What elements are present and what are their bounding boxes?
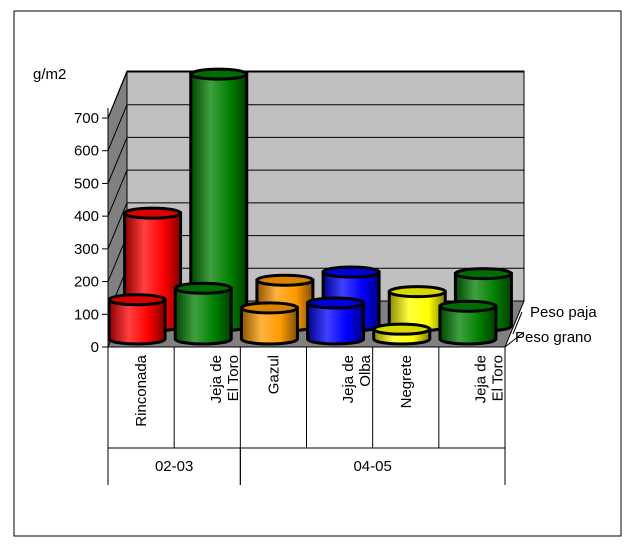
bar-peso-paja-top [453, 267, 513, 281]
bar-peso-grano [438, 299, 498, 346]
bar-peso-paja-top [387, 285, 447, 299]
y-tick-label: 700 [74, 110, 99, 127]
grid-line-side [107, 169, 128, 217]
grid-line-side [107, 104, 128, 151]
bar-peso-grano-top [306, 296, 366, 310]
legend-leader-line [512, 311, 523, 335]
bar-peso-grano-body [173, 286, 233, 346]
x-tick-label: Jeja deEl Toro [472, 355, 506, 403]
grid-line-side [107, 71, 128, 119]
bar-peso-grano-body [107, 298, 167, 346]
bar-peso-grano-top [173, 281, 233, 295]
bar-peso-grano-top [372, 322, 432, 336]
grid-line-side [107, 137, 128, 184]
grid-line-side [107, 202, 128, 250]
legend-label-peso-grano: Peso grano [515, 329, 592, 346]
legend-label-peso-paja: Peso paja [530, 304, 597, 321]
back-wall [126, 70, 525, 302]
bar-peso-grano [306, 296, 366, 346]
bar-peso-grano [107, 293, 167, 346]
bar-peso-paja-top [255, 273, 315, 287]
x-tick-label: Negrete [398, 355, 415, 408]
bar-peso-grano-body [438, 304, 498, 346]
series-labels: Peso paja Peso grano [504, 304, 597, 348]
y-tick-label: 600 [74, 143, 99, 160]
y-tick-label: 400 [74, 208, 99, 225]
bar-peso-grano [239, 301, 299, 346]
bar-peso-grano [372, 322, 432, 346]
x-axis: Rinconada Jeja deEl Toro Gazul Jeja deOlba N… [107, 346, 506, 485]
x-tick-label: Rinconada [133, 354, 150, 426]
legend-leader-line [504, 331, 525, 348]
bar-peso-paja-top [123, 206, 183, 220]
x-group-label: 02-03 [155, 458, 193, 475]
bar-peso-paja-top [321, 265, 381, 279]
y-tick-label: 100 [74, 306, 99, 323]
y-axis-label: g/m2 [33, 66, 66, 83]
bar-peso-grano [173, 281, 233, 346]
y-axis: 0 100 200 300 400 500 600 700 [74, 108, 109, 356]
bar-peso-grano-top [239, 301, 299, 315]
bar-peso-paja-top [189, 67, 249, 81]
series-front-bars [107, 281, 498, 346]
y-tick-label: 500 [74, 175, 99, 192]
y-tick-label: 200 [74, 274, 99, 291]
x-tick-label: Jeja deEl Toro [208, 355, 242, 403]
x-tick-label: Gazul [265, 355, 282, 394]
y-tick-label: 0 [91, 339, 99, 356]
y-tick-label: 300 [74, 241, 99, 258]
bar-peso-grano-body [306, 301, 366, 346]
bar-peso-grano-body [239, 306, 299, 346]
bar-peso-grano-top [438, 299, 498, 313]
x-group-label: 04-05 [353, 458, 391, 475]
bar-peso-grano-top [107, 293, 167, 307]
x-tick-label: Jeja deOlba [340, 354, 374, 403]
